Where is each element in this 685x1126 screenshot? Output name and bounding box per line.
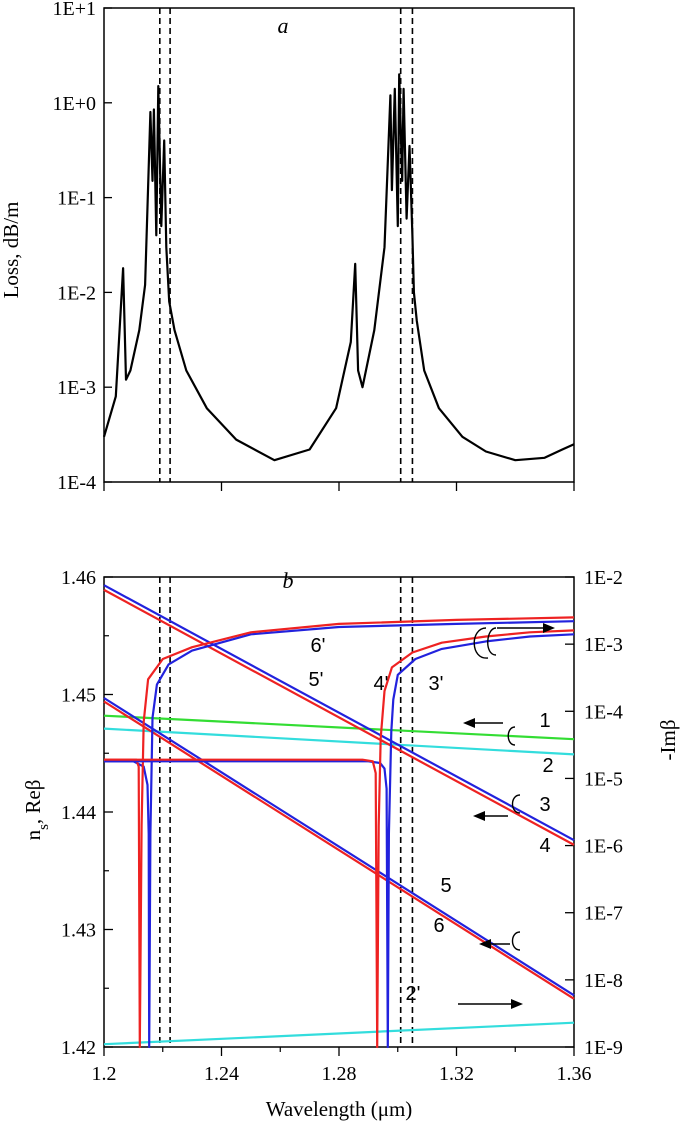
panel-b-y-right-tick-label: 1E-7 <box>584 903 623 925</box>
arrow-left-curves-3-4 <box>473 794 521 821</box>
panel-b-y-right-tick-label: 1E-3 <box>584 634 623 656</box>
panel-b-curve-6prime <box>104 629 575 1049</box>
panel-b-y-left-tick-label: 1.42 <box>61 1037 96 1059</box>
panel-b-y-right-tick-label: 1E-9 <box>584 1037 623 1059</box>
panel-b-y-left-tick-label: 1.44 <box>61 802 96 824</box>
panel-b-y-left-axis-title: ns, Reβ <box>21 780 52 841</box>
curve-label-6: 6 <box>433 915 444 937</box>
panel-b-curves <box>103 584 575 1049</box>
panel-b-curve-3prime <box>104 620 575 1049</box>
panel-b-y-right-tick-label: 1E-8 <box>584 970 623 992</box>
panel-b-x-ticks: 1.2 1.24 1.28 1.32 1.36 <box>92 1047 592 1085</box>
panel-b-x-axis-title: Wavelength (μm) <box>266 1097 413 1121</box>
panel-a-y-tick-label: 1E-2 <box>57 282 96 304</box>
panel-a-y-tick-label: 1E-3 <box>57 377 96 399</box>
panel-b-curve-6 <box>103 700 575 1000</box>
panel-b: 1.421.431.441.451.46 1E-91E-81E-71E-61E-… <box>21 567 680 1121</box>
panel-b-y-right-ticks: 1E-9 1E-8 1E-7 1E-6 1E-5 1E-4 1E-3 1E-2 <box>565 567 623 1059</box>
panel-a: 1E-4 1E-3 1E-2 1E-1 1E+0 1E+1 a Loss, dB/m <box>0 0 575 494</box>
panel-b-curve-5 <box>103 697 575 997</box>
curve-label-2: 2 <box>542 755 553 777</box>
panel-b-dashed-lines <box>159 577 414 1047</box>
panel-a-loss-curve <box>102 73 575 462</box>
curve-label-4: 4 <box>539 835 550 857</box>
panel-a-y-ticks: 1E-4 1E-3 1E-2 1E-1 1E+0 1E+1 <box>53 0 112 494</box>
panel-b-x-tick-label: 1.2 <box>92 1063 117 1085</box>
panel-b-y-right-tick-label: 1E-5 <box>584 768 623 790</box>
panel-a-letter: a <box>278 13 289 38</box>
curve-label-6prime: 6' <box>311 635 326 657</box>
panel-b-y-left-tick-label: 1.46 <box>61 567 96 589</box>
panel-b-y-right-tick-label: 1E-6 <box>584 836 623 858</box>
panel-b-curve-labels: 6' 5' 4' 3' 1 2 3 4 5 6 2' <box>309 635 554 1005</box>
panel-b-y-left-tick-label: 1.45 <box>61 685 96 707</box>
panel-b-x-tick-label: 1.24 <box>204 1063 239 1085</box>
arrow-right-curve-2prime <box>458 999 523 1009</box>
panel-a-y-axis-title: Loss, dB/m <box>0 202 23 299</box>
panel-a-curves <box>102 73 575 462</box>
panel-b-axis-arrows <box>458 623 555 1009</box>
panel-b-x-tick-label: 1.32 <box>439 1063 474 1085</box>
curve-label-2prime: 2' <box>406 983 421 1005</box>
panel-a-dashed-lines <box>159 8 414 482</box>
panel-b-curve-2prime <box>103 1021 575 1046</box>
panel-b-y-right-tick-label: 1E-2 <box>584 567 623 589</box>
curve-label-1: 1 <box>539 710 550 732</box>
panel-a-y-tick-label: 1E+1 <box>53 0 97 20</box>
panel-b-x-tick-label: 1.28 <box>322 1063 357 1085</box>
panel-b-curve-4prime <box>104 616 575 1049</box>
panel-b-letter: b <box>283 568 294 593</box>
curve-label-3prime: 3' <box>429 673 444 695</box>
panel-a-y-tick-label: 1E-4 <box>57 472 96 494</box>
panel-b-y-left-ticks: 1.42 1.43 1.44 1.45 1.46 <box>61 567 113 1059</box>
panel-a-y-tick-label: 1E+0 <box>53 93 97 115</box>
panel-b-curve-5prime <box>104 633 575 1049</box>
panel-b-x-tick-label: 1.36 <box>557 1063 592 1085</box>
panel-b-curve-1 <box>103 714 575 741</box>
arrow-left-curves-5-6 <box>479 931 521 951</box>
curve-label-4prime: 4' <box>374 673 389 695</box>
curve-label-3: 3 <box>539 794 550 816</box>
panel-b-y-right-axis-title: -Imβ <box>656 719 680 760</box>
arrow-right-axis-top <box>473 623 555 659</box>
panel-a-x-ticks <box>103 482 575 491</box>
curve-label-5prime: 5' <box>309 669 324 691</box>
curve-label-5: 5 <box>440 875 451 897</box>
panel-a-frame <box>103 7 575 483</box>
arrow-left-curves-1-2 <box>463 718 516 746</box>
panel-b-curve-3 <box>103 584 575 842</box>
panel-b-frame <box>103 576 575 1048</box>
panel-b-y-right-tick-label: 1E-4 <box>584 701 623 723</box>
panel-b-y-left-tick-label: 1.43 <box>61 920 96 942</box>
panel-b-curve-4 <box>103 588 575 846</box>
panel-b-curve-2 <box>103 727 575 756</box>
panel-a-y-tick-label: 1E-1 <box>57 188 96 210</box>
